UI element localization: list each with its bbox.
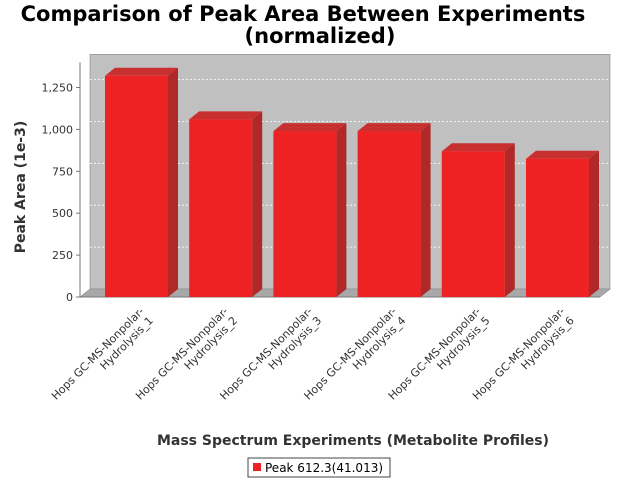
chart-title-line-1: Comparison of Peak Area Between Experime… <box>21 2 586 26</box>
bar <box>357 123 431 298</box>
bars <box>105 67 599 298</box>
gridlines <box>90 79 610 248</box>
bar-top <box>526 150 599 159</box>
legend-series-label: Peak 612.3(41.013) <box>265 461 383 475</box>
bar-side <box>252 111 263 298</box>
bar-front <box>105 75 168 297</box>
y-tick-label: 250 <box>52 249 73 262</box>
bar-top <box>189 111 263 120</box>
bar <box>189 111 263 298</box>
y-tick-label: 750 <box>52 165 73 178</box>
legend: Peak 612.3(41.013) <box>247 457 391 478</box>
bar-side <box>589 150 599 297</box>
y-tick-labels: 0 250 500 750 1,000 1,250 <box>42 82 74 305</box>
bar <box>526 150 599 297</box>
chart-title-line-2: (normalized) <box>245 24 396 48</box>
y-axis-label: Peak Area (1e-3) <box>13 121 29 254</box>
bar-front <box>273 131 337 297</box>
legend-swatch <box>253 463 261 471</box>
x-axis-label: Mass Spectrum Experiments (Metabolite Pr… <box>157 433 549 449</box>
bar-front <box>357 131 421 297</box>
bar-top <box>105 67 178 76</box>
bar <box>441 143 515 297</box>
bar-top <box>441 143 515 152</box>
y-tick-label: 1,250 <box>42 82 74 95</box>
bar-side <box>168 67 178 297</box>
bar-top <box>357 123 431 132</box>
bar-side <box>420 123 431 298</box>
y-tick-label: 1,000 <box>42 123 74 136</box>
bar-front <box>189 119 253 298</box>
bar-side <box>504 143 515 297</box>
bar <box>105 67 178 297</box>
y-tick-label: 0 <box>66 291 73 304</box>
bar-top <box>273 123 347 132</box>
legend-box <box>247 457 391 478</box>
bar <box>273 123 347 298</box>
y-tick-label: 500 <box>52 207 73 220</box>
bar-side <box>336 123 347 298</box>
x-category-label-line-1: Hops GC-MS-Nonpolar- <box>49 305 147 403</box>
bar-front <box>526 158 589 297</box>
bar-front <box>441 151 505 297</box>
